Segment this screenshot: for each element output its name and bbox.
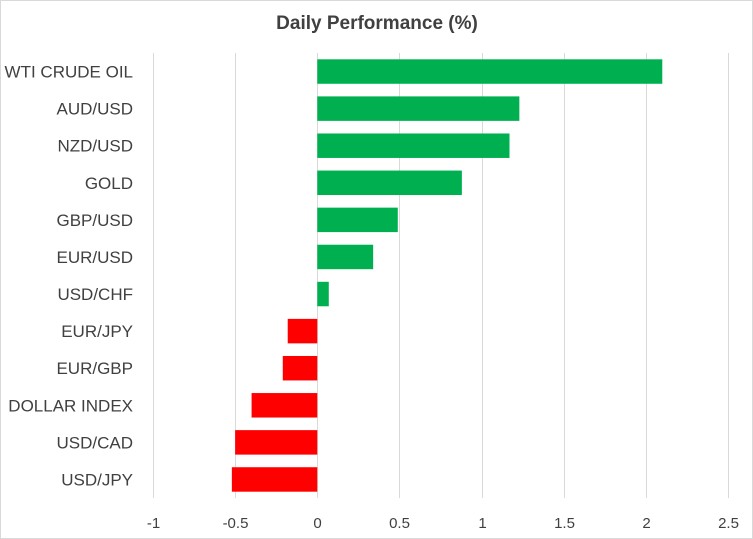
- bar-nzd-usd: [317, 133, 510, 158]
- bars: [231, 59, 663, 492]
- bar-dollar-index: [251, 393, 318, 418]
- category-label: USD/JPY: [61, 470, 133, 489]
- category-label: EUR/USD: [56, 248, 133, 267]
- bar-eur-usd: [317, 244, 374, 270]
- bar-gold: [317, 170, 462, 196]
- category-label: GBP/USD: [56, 211, 133, 230]
- category-label: NZD/USD: [57, 137, 133, 156]
- category-label: AUD/USD: [56, 100, 133, 119]
- category-labels: WTI CRUDE OIL AUD/USD NZD/USD GOLD GBP/USD EU…: [5, 63, 133, 490]
- category-label: DOLLAR INDEX: [8, 396, 133, 415]
- x-tick-label: 1.5: [554, 515, 575, 532]
- bar-eur-jpy: [287, 318, 318, 344]
- x-tick-label: 2: [642, 515, 650, 532]
- bar-usd-chf: [317, 281, 329, 307]
- x-axis-tick-labels: -1 -0.5 0 0.5 1 1.5 2 2.5: [147, 515, 739, 532]
- category-label: WTI CRUDE OIL: [5, 63, 133, 82]
- category-label: EUR/GBP: [56, 359, 133, 378]
- x-tick-label: 1: [478, 515, 486, 532]
- x-tick-label: 0.5: [389, 515, 410, 532]
- category-label: USD/CAD: [56, 433, 133, 452]
- grid-lines: [153, 53, 729, 498]
- bar-aud-usd: [317, 96, 520, 121]
- x-tick-label: 2.5: [718, 515, 739, 532]
- x-tick-label: 0: [313, 515, 321, 532]
- bar-usd-cad: [235, 430, 318, 455]
- chart-title: Daily Performance (%): [276, 13, 478, 34]
- bar-gbp-usd: [317, 207, 398, 233]
- x-tick-label: -0.5: [223, 515, 249, 532]
- x-tick-label: -1: [147, 515, 160, 532]
- bar-wti-crude-oil: [317, 59, 663, 84]
- category-label: USD/CHF: [57, 285, 133, 304]
- category-label: GOLD: [85, 174, 133, 193]
- category-label: EUR/JPY: [61, 322, 133, 341]
- bar-eur-gbp: [282, 355, 318, 381]
- bar-usd-jpy: [231, 467, 318, 492]
